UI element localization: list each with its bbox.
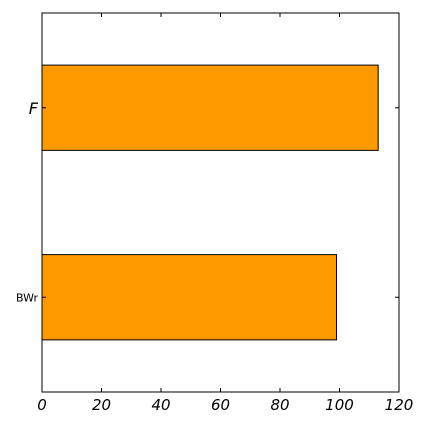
x-tick-label: 60 <box>211 396 230 414</box>
y-tick-label-bwr: BWr <box>16 291 39 304</box>
x-tick-label: 100 <box>325 396 354 414</box>
x-tick-label: 0 <box>37 396 47 414</box>
bar-f <box>41 64 379 151</box>
x-tick-label: 120 <box>385 396 414 414</box>
x-tick-label: 40 <box>151 396 170 414</box>
y-tick-label-f: F <box>29 99 39 118</box>
x-tick-label: 20 <box>92 396 111 414</box>
x-tick-label: 80 <box>270 396 289 414</box>
bar-bwr <box>41 254 338 341</box>
